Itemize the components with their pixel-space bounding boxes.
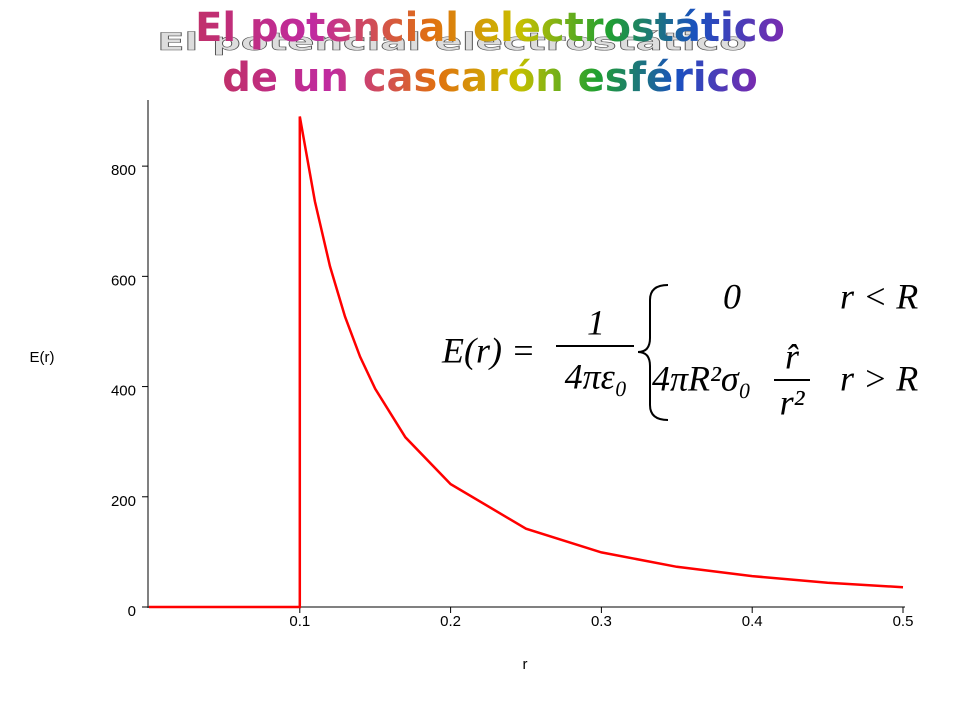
chart-subtitle: de un cascarón esférico — [222, 55, 758, 101]
eq-numerator: 1 — [587, 302, 605, 342]
data-line — [149, 116, 904, 609]
y-tick-label: 200 — [111, 493, 136, 510]
brace — [637, 284, 669, 421]
y-tick-label: 0 — [128, 603, 136, 620]
eq-case1-condition: r < R — [840, 276, 918, 316]
y-tick-label: 800 — [111, 162, 136, 179]
eq-case2-condition: r > R — [840, 358, 918, 398]
title-shadow: El potencial electrostático — [157, 28, 747, 56]
x-tick-label: 0.2 — [440, 613, 461, 630]
eq-case1-value: 0 — [723, 276, 741, 316]
eq-case2-numerator: r̂ — [785, 336, 800, 376]
eq-case2-denominator: r² — [780, 382, 806, 422]
eq-case2-value: 4πR²σ₀ — [652, 358, 751, 398]
x-tick-label: 0.5 — [893, 613, 914, 630]
x-tick-label: 0.1 — [289, 613, 310, 630]
eq-lhs: E(r) = — [441, 330, 535, 370]
x-tick-label: 0.3 — [591, 613, 612, 630]
equation: E(r) = 1 4πε₀ 0 r < R 4πR²σ₀ r̂ r² r > R — [441, 276, 918, 422]
y-axis-label: E(r) — [30, 349, 55, 366]
y-tick-label: 400 — [111, 383, 136, 400]
eq-denominator: 4πε₀ — [565, 356, 628, 396]
x-tick-label: 0.4 — [742, 613, 763, 630]
chart-title: El potencial electrostático — [195, 5, 785, 51]
x-axis-label: r — [523, 656, 528, 673]
y-tick-label: 600 — [111, 272, 136, 289]
